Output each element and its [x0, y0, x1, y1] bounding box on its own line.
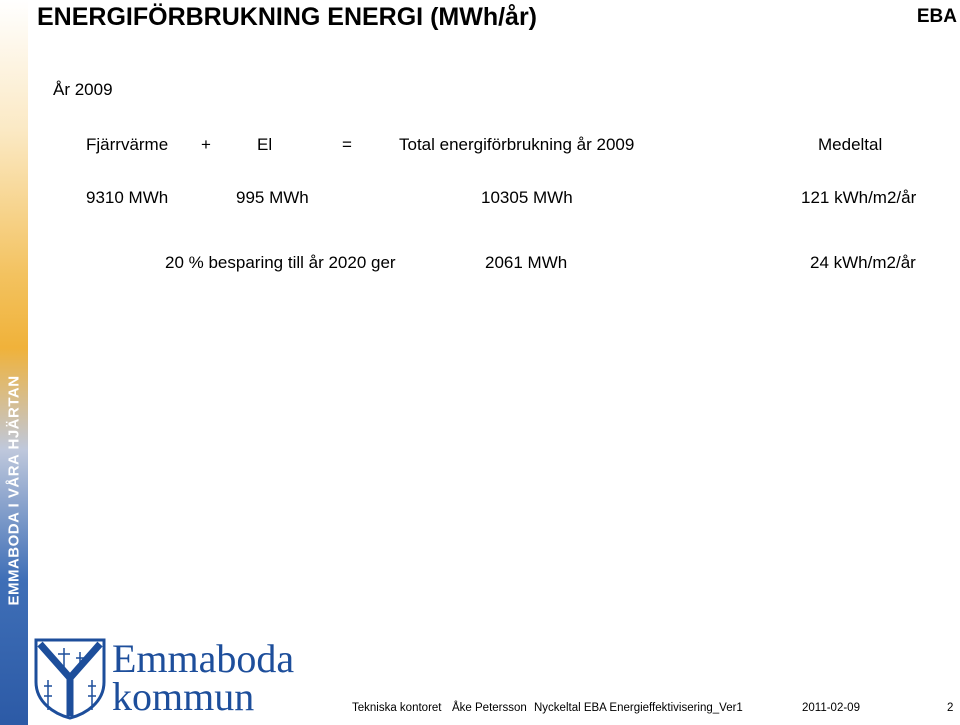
- value-total: 10305 MWh: [481, 188, 573, 207]
- savings-value: 2061 MWh: [485, 253, 568, 272]
- header-medeltal: Medeltal: [818, 135, 883, 154]
- slide-tag: EBA: [916, 6, 957, 27]
- header-fjarrvarme: Fjärrvärme: [86, 135, 169, 154]
- sidebar-slogan: EMMABODA I VÅRA HJÄRTAN: [5, 374, 23, 606]
- footer-dept: Tekniska kontoret: [352, 702, 442, 714]
- footer-document: Nyckeltal EBA Energieffektivisering_Ver1: [534, 702, 743, 714]
- value-medeltal: 121 kWh/m2/år: [801, 188, 917, 207]
- header-equals: =: [342, 135, 352, 154]
- year-label: År 2009: [53, 80, 113, 99]
- value-fjarrvarme: 9310 MWh: [86, 188, 169, 207]
- value-el: 995 MWh: [236, 188, 309, 207]
- savings-per-area: 24 kWh/m2/år: [810, 253, 916, 272]
- sidebar-slogan-wrap: EMMABODA I VÅRA HJÄRTAN: [2, 375, 26, 605]
- logo-line2: kommun: [112, 674, 255, 719]
- footer-date: 2011-02-09: [802, 702, 860, 714]
- header-el: El: [257, 135, 273, 154]
- header-plus: +: [201, 135, 211, 154]
- decorative-sidebar: EMMABODA I VÅRA HJÄRTAN: [0, 0, 28, 725]
- slide-title: ENERGIFÖRBRUKNING ENERGI (MWh/år): [37, 3, 537, 31]
- savings-label: 20 % besparing till år 2020 ger: [165, 253, 396, 272]
- logo-line1: Emmaboda: [112, 636, 295, 681]
- emmaboda-coat-of-arms-icon: [34, 638, 106, 720]
- logo-wordmark: Emmaboda kommun: [112, 636, 295, 719]
- footer-page-number: 2: [947, 702, 954, 714]
- footer-author: Åke Petersson: [452, 702, 527, 714]
- header-total: Total energiförbrukning år 2009: [399, 135, 635, 154]
